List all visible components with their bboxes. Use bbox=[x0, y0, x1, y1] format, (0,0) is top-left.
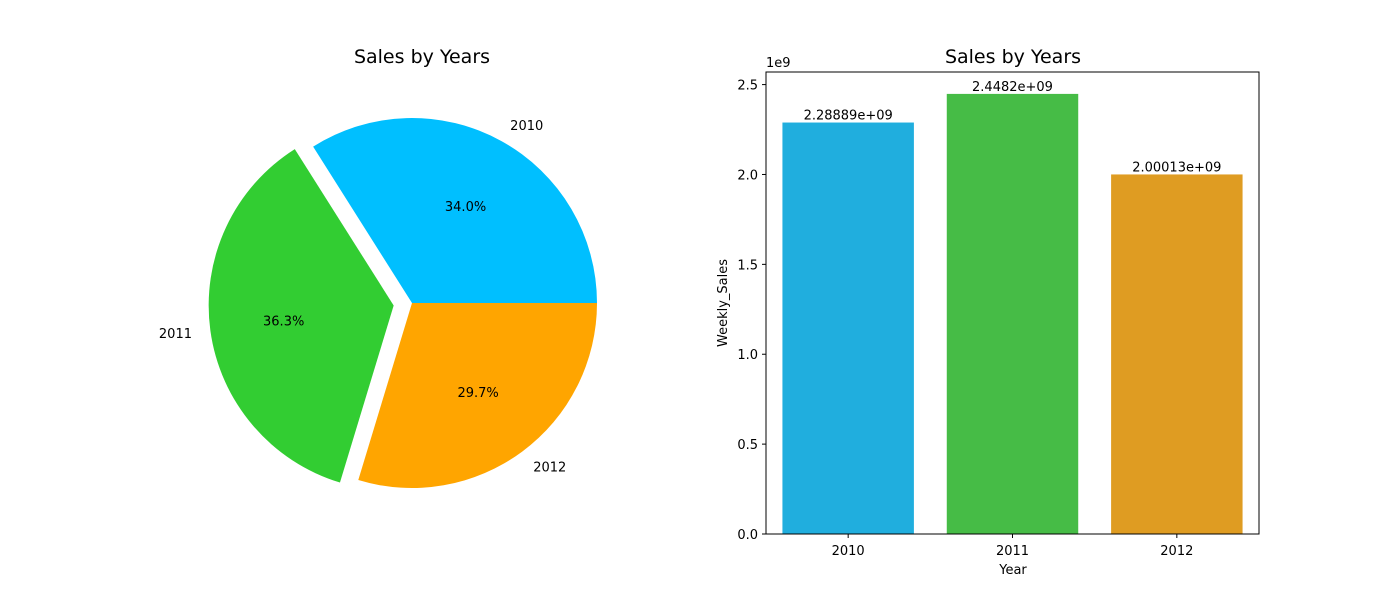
x-tick-label-2012: 2012 bbox=[1160, 544, 1193, 559]
bar-value-label-2010: 2.28889e+09 bbox=[804, 109, 893, 124]
pie-slices bbox=[208, 118, 597, 489]
pie-slice-2012 bbox=[358, 303, 597, 489]
pie-label-2010: 2010 bbox=[510, 119, 543, 134]
x-tick-label-2011: 2011 bbox=[996, 544, 1029, 559]
pie-labels: 2010 34.0% 2011 36.3% 2012 29.7% bbox=[159, 119, 566, 476]
pie-label-2012: 2012 bbox=[533, 460, 566, 475]
bar-2010 bbox=[782, 122, 914, 534]
y-tick-label-2.5: 2.5 bbox=[737, 79, 758, 94]
pie-label-2011: 2011 bbox=[159, 327, 192, 342]
bar-value-labels: 2.28889e+09 2.4482e+09 2.00013e+09 bbox=[804, 80, 1222, 176]
pie-percent-2012: 29.7% bbox=[457, 386, 498, 401]
x-tick-label-2010: 2010 bbox=[832, 544, 865, 559]
y-tick-label-1.0: 1.0 bbox=[737, 348, 758, 363]
pie-slice-2011 bbox=[208, 149, 394, 483]
pie-title: Sales by Years bbox=[354, 46, 490, 68]
bar-chart: Sales by Years 2.28889e+092.4482e+092.00… bbox=[716, 46, 1260, 578]
pie-percent-2010: 34.0% bbox=[445, 200, 486, 215]
y-tick-label-0.5: 0.5 bbox=[737, 438, 758, 453]
bar-value-label-2011: 2.4482e+09 bbox=[972, 80, 1053, 95]
y-axis: 0.0 0.5 1.0 1.5 2.0 2.5 bbox=[737, 79, 766, 543]
pie-percent-2011: 36.3% bbox=[263, 314, 304, 329]
y-scale-label: 1e9 bbox=[766, 56, 791, 71]
x-axis-label: Year bbox=[998, 563, 1027, 578]
x-axis: 2010 2011 2012 bbox=[832, 534, 1193, 559]
y-tick-label-1.5: 1.5 bbox=[737, 258, 758, 273]
y-tick-label-0.0: 0.0 bbox=[737, 528, 758, 543]
bar-2012 bbox=[1111, 174, 1243, 535]
bar-title: Sales by Years bbox=[945, 46, 1081, 68]
pie-chart: Sales by Years 2010 34.0% 2011 36.3% 2012 29.… bbox=[159, 46, 597, 489]
y-tick-label-2.0: 2.0 bbox=[737, 168, 758, 183]
bar-value-label-2012: 2.00013e+09 bbox=[1132, 160, 1221, 175]
bar-bars bbox=[782, 93, 1243, 535]
pie-slice-2010 bbox=[313, 118, 597, 304]
bar-2011 bbox=[946, 93, 1079, 534]
y-axis-label: Weekly_Sales bbox=[716, 259, 731, 347]
